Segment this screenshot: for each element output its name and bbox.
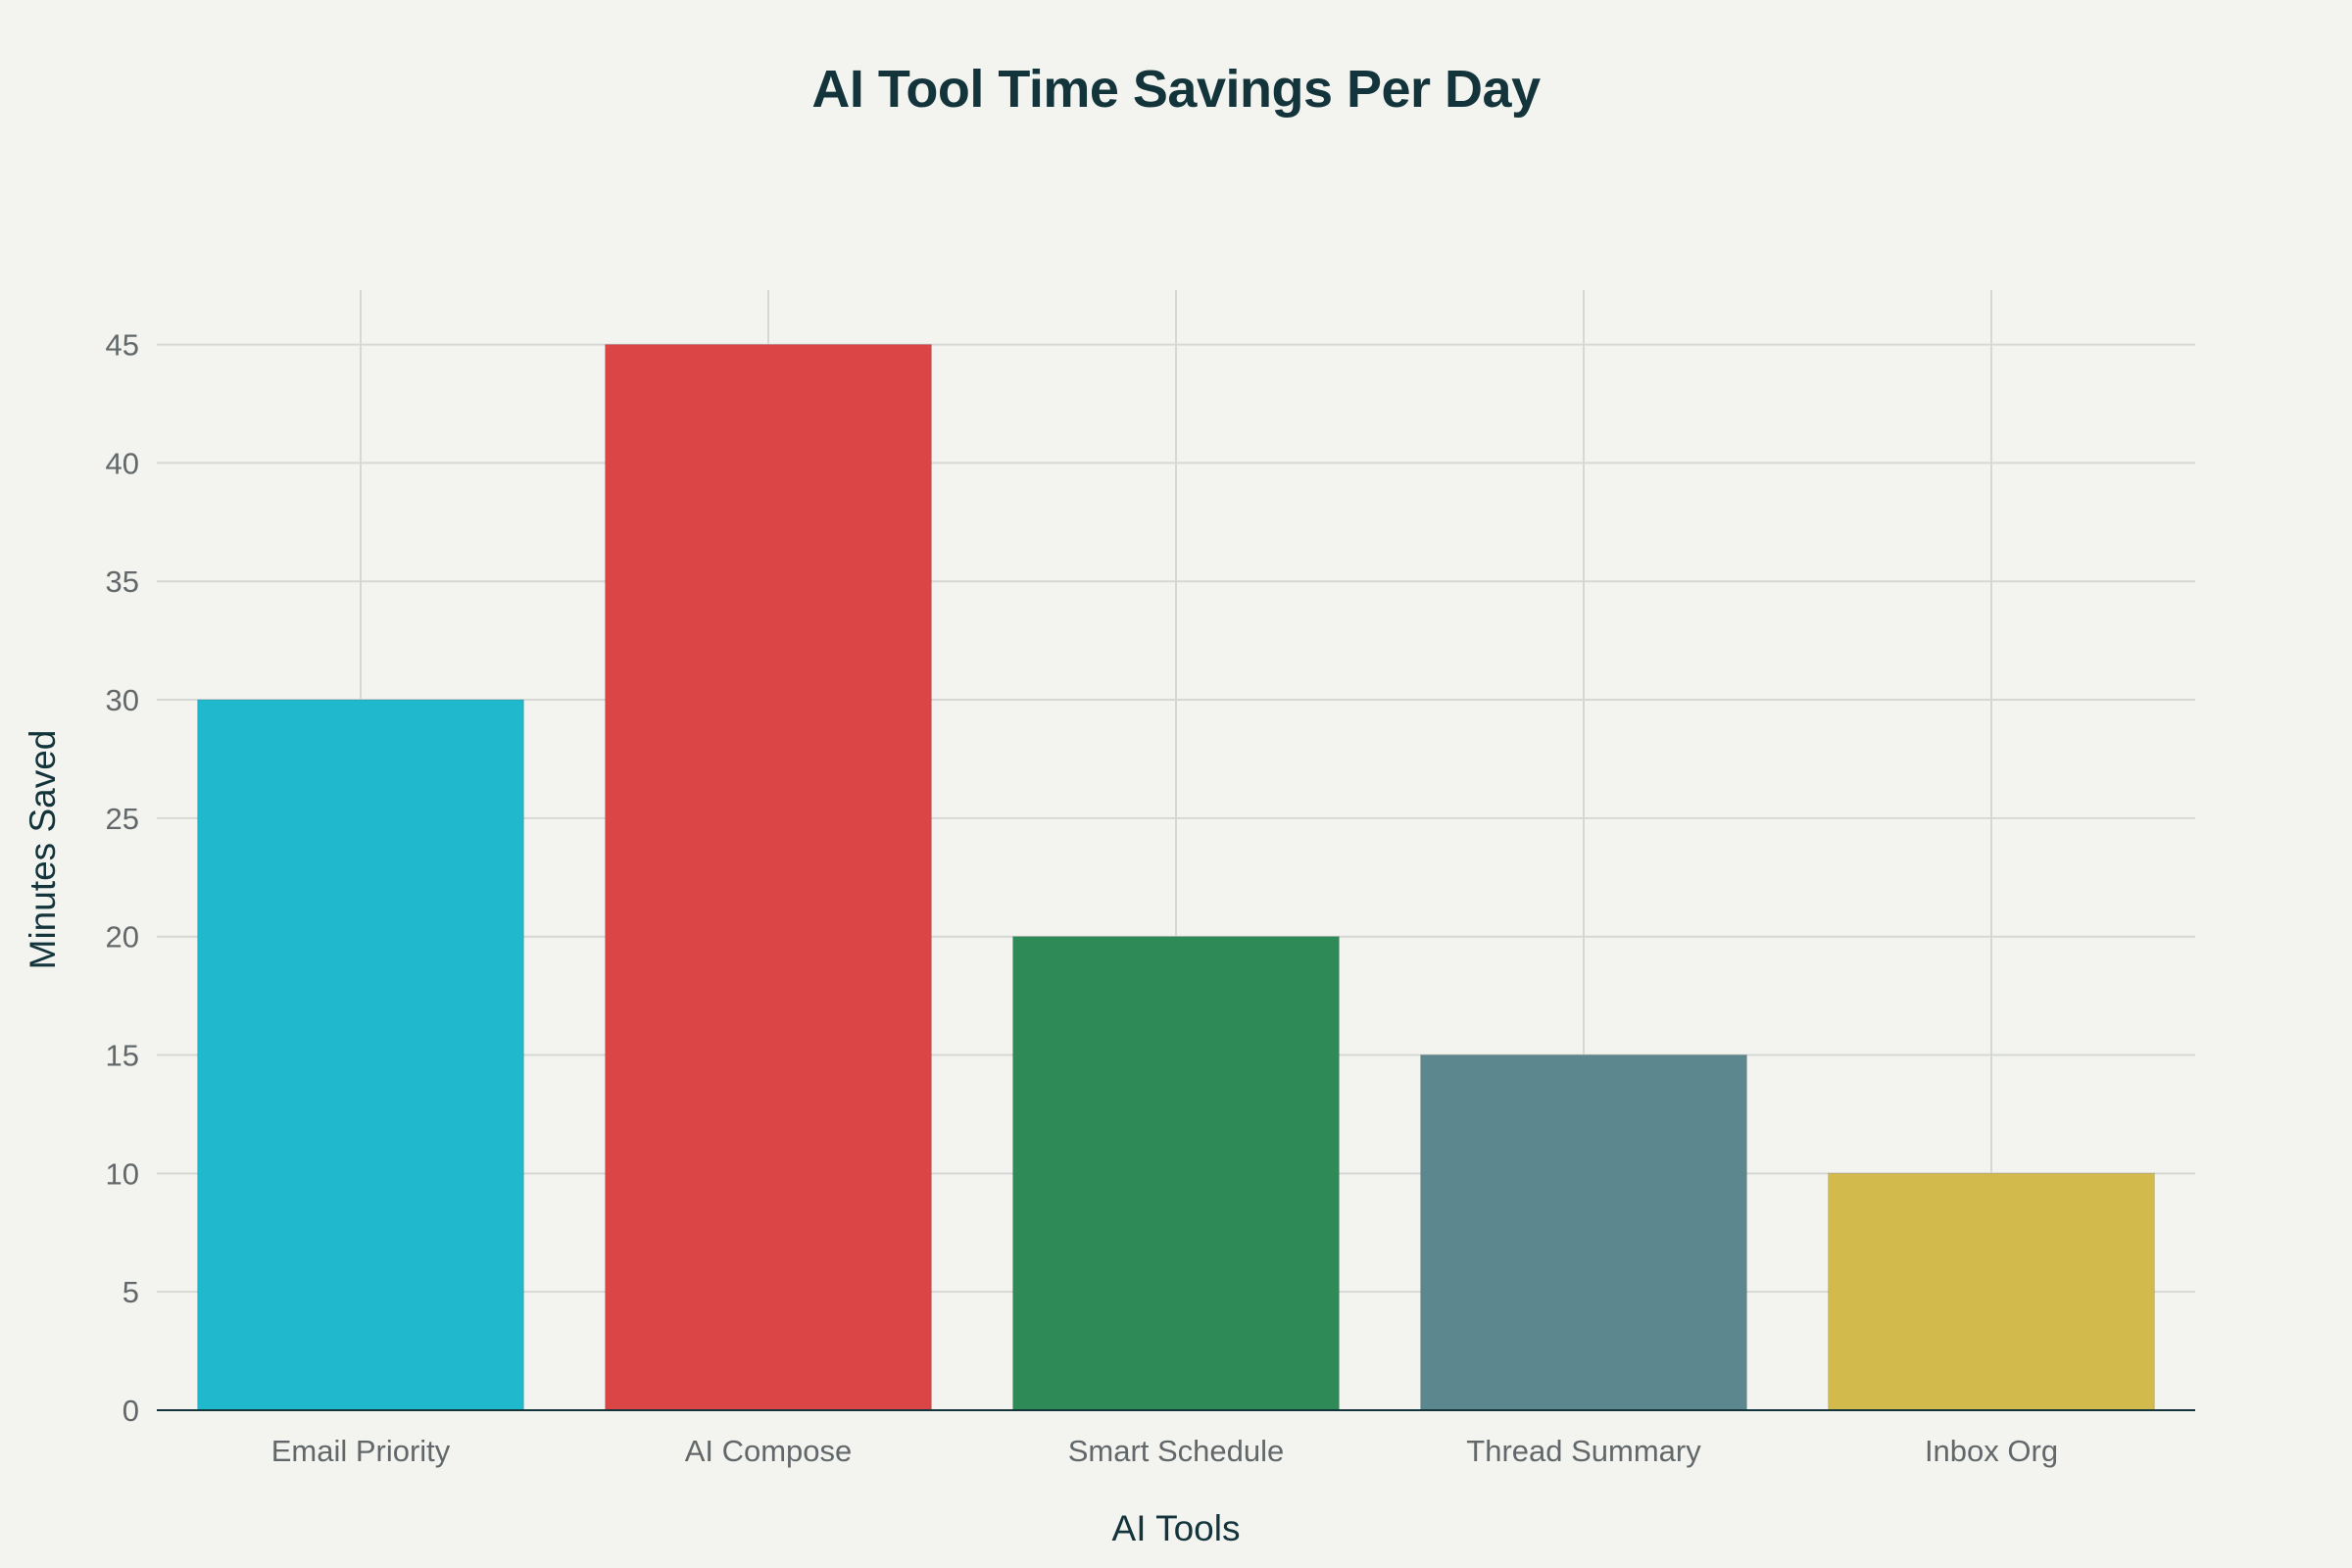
y-tick-label: 0	[122, 1394, 139, 1428]
y-tick-label: 5	[122, 1275, 139, 1309]
y-tick-label: 40	[106, 446, 139, 480]
x-tick-label: Smart Schedule	[1068, 1434, 1285, 1468]
bars	[197, 344, 2155, 1411]
x-tick-label: Email Priority	[271, 1434, 451, 1468]
y-tick-label: 10	[106, 1156, 139, 1191]
bar-thread-summary	[1420, 1054, 1747, 1411]
y-tick-label: 15	[106, 1039, 139, 1073]
x-axis-title: AI Tools	[1112, 1508, 1241, 1548]
y-tick-label: 45	[106, 328, 139, 363]
bar-email-priority	[197, 699, 524, 1411]
y-tick-label: 30	[106, 683, 139, 717]
y-axis-title: Minutes Saved	[23, 730, 63, 970]
bar-smart-schedule	[1012, 936, 1340, 1411]
y-tick-label: 35	[106, 564, 139, 599]
y-tick-label: 25	[106, 802, 139, 836]
y-tick-label: 20	[106, 920, 139, 955]
tick-labels: 0 5 10 15 20 25 30 35 40 45 Email Priority AI Compo…	[106, 328, 2059, 1468]
x-tick-label: Thread Summary	[1466, 1434, 1701, 1468]
x-tick-label: Inbox Org	[1925, 1434, 2058, 1468]
x-tick-label: AI Compose	[685, 1434, 853, 1468]
chart-title: AI Tool Time Savings Per Day	[811, 60, 1541, 119]
bar-ai-compose	[605, 344, 932, 1411]
bar-inbox-org	[1828, 1172, 2155, 1411]
